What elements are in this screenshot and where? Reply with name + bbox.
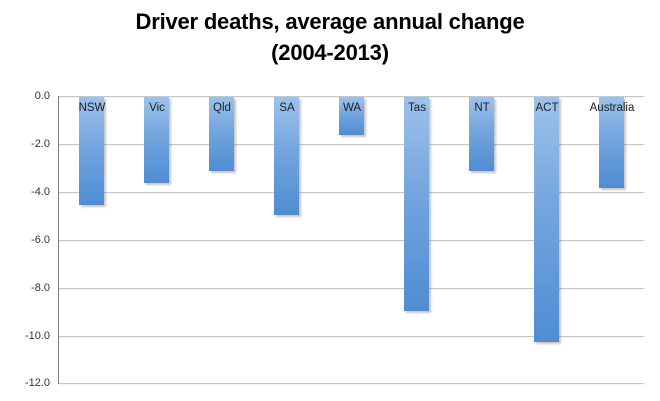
y-axis: 0.0 -2.0 -4.0 -6.0 -8.0 -10.0 -12.0 [0,90,50,389]
gridline [59,192,644,193]
gridline [59,96,644,97]
chart-title-line2: (2004-2013) [271,40,389,65]
bar-sa [274,97,299,215]
y-tick-label: -8.0 [31,282,50,294]
gridline [59,288,644,289]
category-label-nsw: NSW [78,102,106,114]
category-label-wa: WA [342,102,362,114]
plot-area: NSW Vic Qld SA WA Tas NT ACT Australia [58,96,644,384]
bar-australia [599,97,624,188]
category-label-tas: Tas [408,102,426,114]
bar-nt [469,97,494,171]
y-tick-label: -4.0 [31,186,50,198]
bar-nsw [79,97,104,205]
bar-qld [209,97,234,171]
y-tick-label: -10.0 [24,330,50,342]
bar-wa [339,97,364,135]
chart-title: Driver deaths, average annual change (20… [0,6,660,68]
gridline [59,383,644,384]
category-label-nt: NT [474,102,490,114]
category-label-sa: SA [279,102,295,114]
category-label-act: ACT [535,102,559,114]
y-tick-label: 0.0 [34,90,50,102]
y-tick-label: -2.0 [31,138,50,150]
chart-title-line1: Driver deaths, average annual change [135,9,525,34]
gridline [59,240,644,241]
bar-vic [144,97,169,183]
category-label-australia: Australia [589,102,635,114]
category-label-qld: Qld [213,102,231,114]
bar-act [534,97,559,342]
gridline [59,144,644,145]
gridline [59,336,644,337]
y-tick-label: -6.0 [31,234,50,246]
y-tick-label: -12.0 [24,377,50,389]
category-label-vic: Vic [149,102,165,114]
bar-tas [404,97,429,311]
